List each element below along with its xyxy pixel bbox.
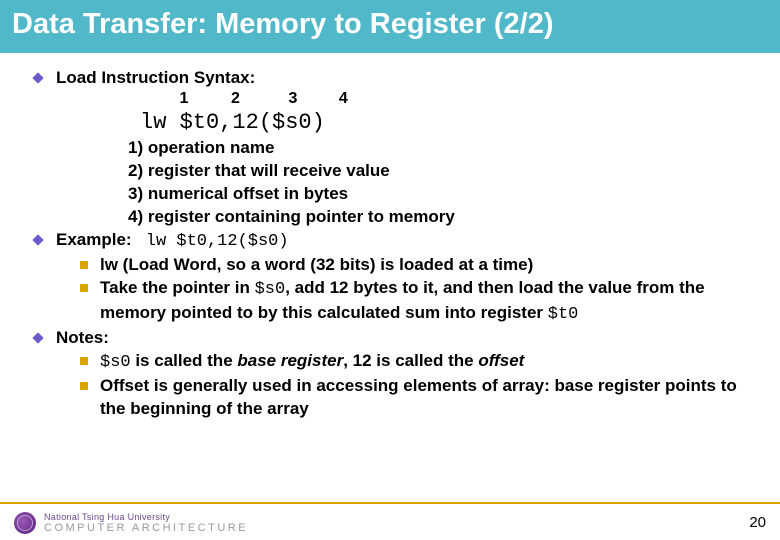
syntax-num-4: 4 — [323, 90, 363, 108]
text-fragment: , 12 is called the — [343, 351, 478, 370]
code-fragment: $s0 — [255, 280, 286, 299]
diamond-icon — [32, 234, 43, 245]
university-name: National Tsing Hua University — [44, 513, 248, 522]
bullet-example-label: Example: — [56, 230, 132, 249]
syntax-explain-1: 1) operation name — [56, 137, 756, 160]
bullet-syntax-label: Load Instruction Syntax: — [56, 67, 756, 90]
syntax-num-1: 1 — [164, 90, 204, 108]
syntax-explain-2: 2) register that will receive value — [56, 160, 756, 183]
syntax-explain-3: 3) numerical offset in bytes — [56, 183, 756, 206]
square-icon — [80, 261, 88, 269]
page-number: 20 — [749, 514, 766, 531]
text-fragment: Take the pointer in — [100, 278, 255, 297]
italic-fragment: base register — [237, 351, 343, 370]
footer: National Tsing Hua University COMPUTER A… — [0, 502, 780, 540]
department-name: COMPUTER ARCHITECTURE — [44, 523, 248, 534]
notes-sub-2-text: Offset is generally used in accessing el… — [100, 375, 756, 421]
code-fragment: $s0 — [100, 353, 131, 372]
syntax-code: lw $t0,12($s0) — [56, 110, 756, 135]
text-fragment: is called the — [131, 351, 238, 370]
square-icon — [80, 357, 88, 365]
example-sub-1-text: lw (Load Word, so a word (32 bits) is lo… — [100, 254, 533, 277]
bullet-notes: Notes: $s0 is called the base register, … — [34, 327, 756, 421]
bullet-notes-label: Notes: — [56, 327, 756, 350]
bullet-example-code: lw $t0,12($s0) — [146, 232, 289, 251]
example-sub-2: Take the pointer in $s0, add 12 bytes to… — [56, 277, 756, 327]
slide: Data Transfer: Memory to Register (2/2) … — [0, 0, 780, 540]
example-sub-2-text: Take the pointer in $s0, add 12 bytes to… — [100, 277, 756, 327]
square-icon — [80, 382, 88, 390]
example-sub-1: lw (Load Word, so a word (32 bits) is lo… — [56, 254, 756, 277]
university-logo: National Tsing Hua University COMPUTER A… — [14, 510, 248, 534]
slide-body: Load Instruction Syntax: 1 2 3 4 lw $t0,… — [0, 53, 780, 420]
code-fragment: $t0 — [548, 305, 579, 324]
slide-title: Data Transfer: Memory to Register (2/2) — [0, 0, 780, 53]
diamond-icon — [32, 332, 43, 343]
syntax-index-row: 1 2 3 4 — [56, 90, 756, 108]
syntax-explain-4: 4) register containing pointer to memory — [56, 206, 756, 229]
square-icon — [80, 284, 88, 292]
logo-mark-icon — [14, 512, 36, 534]
bullet-syntax: Load Instruction Syntax: 1 2 3 4 lw $t0,… — [34, 67, 756, 229]
notes-sub-1: $s0 is called the base register, 12 is c… — [56, 350, 756, 375]
notes-sub-1-text: $s0 is called the base register, 12 is c… — [100, 350, 524, 375]
bullet-example-line: Example: lw $t0,12($s0) — [56, 229, 756, 254]
diamond-icon — [32, 73, 43, 84]
syntax-num-3: 3 — [267, 90, 319, 108]
syntax-num-2: 2 — [208, 90, 262, 108]
bullet-example: Example: lw $t0,12($s0) lw (Load Word, s… — [34, 229, 756, 327]
italic-fragment: offset — [478, 351, 524, 370]
notes-sub-2: Offset is generally used in accessing el… — [56, 375, 756, 421]
